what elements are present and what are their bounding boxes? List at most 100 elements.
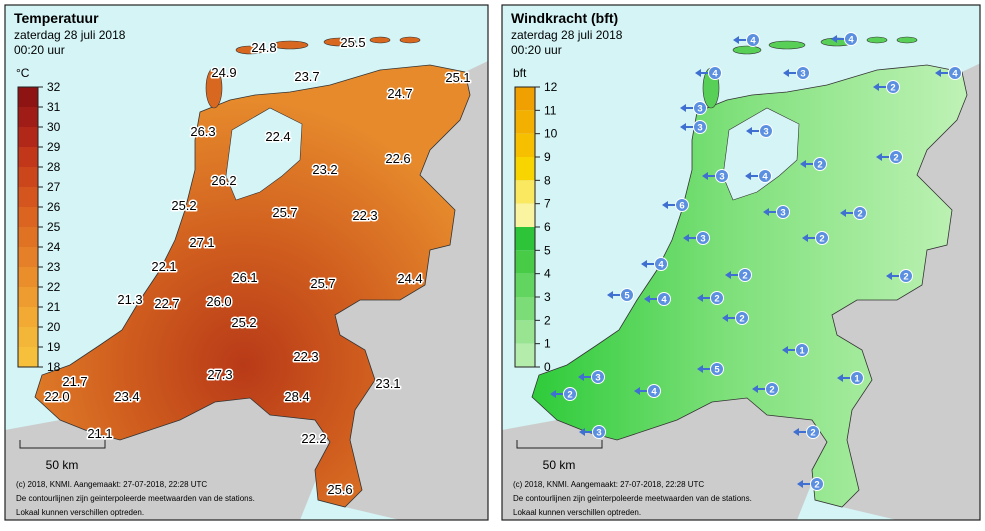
wind-arrowhead xyxy=(797,480,803,488)
station-temperature: 22.3 xyxy=(352,208,377,223)
wind-force: 3 xyxy=(719,172,724,183)
station-temperature: 22.2 xyxy=(301,431,326,446)
wind-station xyxy=(738,268,752,282)
wind-station xyxy=(889,150,903,164)
wind-force: 4 xyxy=(750,36,756,47)
wind-station xyxy=(563,387,577,401)
island xyxy=(768,40,806,50)
wind-arrowhead xyxy=(873,83,879,91)
wind-arrowhead xyxy=(725,271,731,279)
neighbour-land xyxy=(502,60,980,520)
legend-label: 31 xyxy=(47,100,61,114)
legend-swatch xyxy=(515,297,535,321)
legend-swatch xyxy=(18,267,38,287)
wind-force: 4 xyxy=(762,172,768,183)
legend-swatch xyxy=(18,127,38,147)
wind-arrowhead xyxy=(837,374,843,382)
station-temperature: 23.2 xyxy=(312,162,337,177)
wind-arrowhead xyxy=(752,385,758,393)
legend-label: 3 xyxy=(544,290,551,304)
station-temperature: 23.1 xyxy=(375,376,400,391)
map-panel xyxy=(5,5,488,520)
wind-arrowhead xyxy=(644,295,650,303)
station-temperature: 22.3 xyxy=(293,349,318,364)
credit-line: (c) 2018, KNMI. Aangemaakt: 27-07-2018, … xyxy=(513,480,704,489)
legend-label: 19 xyxy=(47,340,61,354)
station-temperature: 21.1 xyxy=(87,426,112,441)
legend-unit: bft xyxy=(513,66,527,80)
legend-label: 12 xyxy=(544,80,558,94)
legend-label: 6 xyxy=(544,220,551,234)
wind-force: 2 xyxy=(769,385,774,396)
wind-arrowhead xyxy=(607,291,613,299)
wind-force: 3 xyxy=(780,208,785,219)
wind-arrowhead xyxy=(800,160,806,168)
island xyxy=(399,36,421,44)
credit-line: Lokaal kunnen verschillen optreden. xyxy=(513,508,641,517)
island xyxy=(205,67,223,109)
wind-station xyxy=(657,292,671,306)
legend-swatch xyxy=(18,307,38,327)
wind-station xyxy=(715,169,729,183)
wind-force: 3 xyxy=(596,428,601,439)
wind-station xyxy=(746,33,760,47)
map-geometry xyxy=(5,36,488,520)
legend-swatch xyxy=(18,207,38,227)
station-temperature: 26.0 xyxy=(206,294,231,309)
wind-station xyxy=(899,269,913,283)
wind-force: 1 xyxy=(799,346,805,357)
wind-force: 3 xyxy=(697,123,702,134)
wind-station xyxy=(806,425,820,439)
legend-label: 11 xyxy=(544,103,557,117)
wind-force: 5 xyxy=(624,291,630,302)
legend-label: 22 xyxy=(47,280,61,294)
station-temperature: 25.5 xyxy=(340,35,365,50)
wind-arrowhead xyxy=(695,69,701,77)
legend-swatch xyxy=(18,167,38,187)
legend-label: 28 xyxy=(47,160,61,174)
land xyxy=(34,64,471,508)
wind-arrowhead xyxy=(702,172,708,180)
wind-force: 2 xyxy=(810,428,815,439)
wind-station xyxy=(810,477,824,491)
station-temperature: 22.1 xyxy=(151,259,176,274)
wind-station xyxy=(844,32,858,46)
wind-arrowhead xyxy=(550,390,556,398)
legend-swatch xyxy=(515,157,535,181)
map-geometry xyxy=(502,36,980,520)
station-temperature: 25.7 xyxy=(310,276,335,291)
wind-station xyxy=(591,370,605,384)
wind-force: 3 xyxy=(595,373,600,384)
legend-label: 27 xyxy=(47,180,61,194)
map-time: 00:20 uur xyxy=(14,43,65,57)
legend-swatch xyxy=(515,87,535,111)
credit-line: De contourlijnen zijn geinterpoleerde me… xyxy=(16,494,255,503)
wind-station xyxy=(796,66,810,80)
wind-arrowhead xyxy=(886,272,892,280)
panel-border xyxy=(501,4,981,521)
station-temperature: 22.4 xyxy=(265,129,290,144)
station-temperature: 26.1 xyxy=(232,270,257,285)
wind-station xyxy=(647,384,661,398)
wind-arrowhead xyxy=(876,153,882,161)
legend-swatch xyxy=(515,320,535,344)
wind-force: 3 xyxy=(700,234,705,245)
legend-swatch xyxy=(18,107,38,127)
wind-station xyxy=(696,231,710,245)
legend-label: 21 xyxy=(47,300,61,314)
wind-station xyxy=(795,343,809,357)
lake xyxy=(225,107,303,201)
map-time: 00:20 uur xyxy=(511,43,562,57)
island xyxy=(866,36,888,44)
island xyxy=(369,36,391,44)
station-temperature: 28.4 xyxy=(284,389,309,404)
lake xyxy=(722,107,800,201)
legend-swatch xyxy=(18,87,38,107)
station-temperature: 25.1 xyxy=(445,70,470,85)
station-temperature: 25.2 xyxy=(171,198,196,213)
wind-arrowhead xyxy=(831,35,837,43)
credit-line: (c) 2018, KNMI. Aangemaakt: 27-07-2018, … xyxy=(16,480,207,489)
wind-station xyxy=(708,66,722,80)
wind-arrowhead xyxy=(697,365,703,373)
legend-label: 23 xyxy=(47,260,61,274)
